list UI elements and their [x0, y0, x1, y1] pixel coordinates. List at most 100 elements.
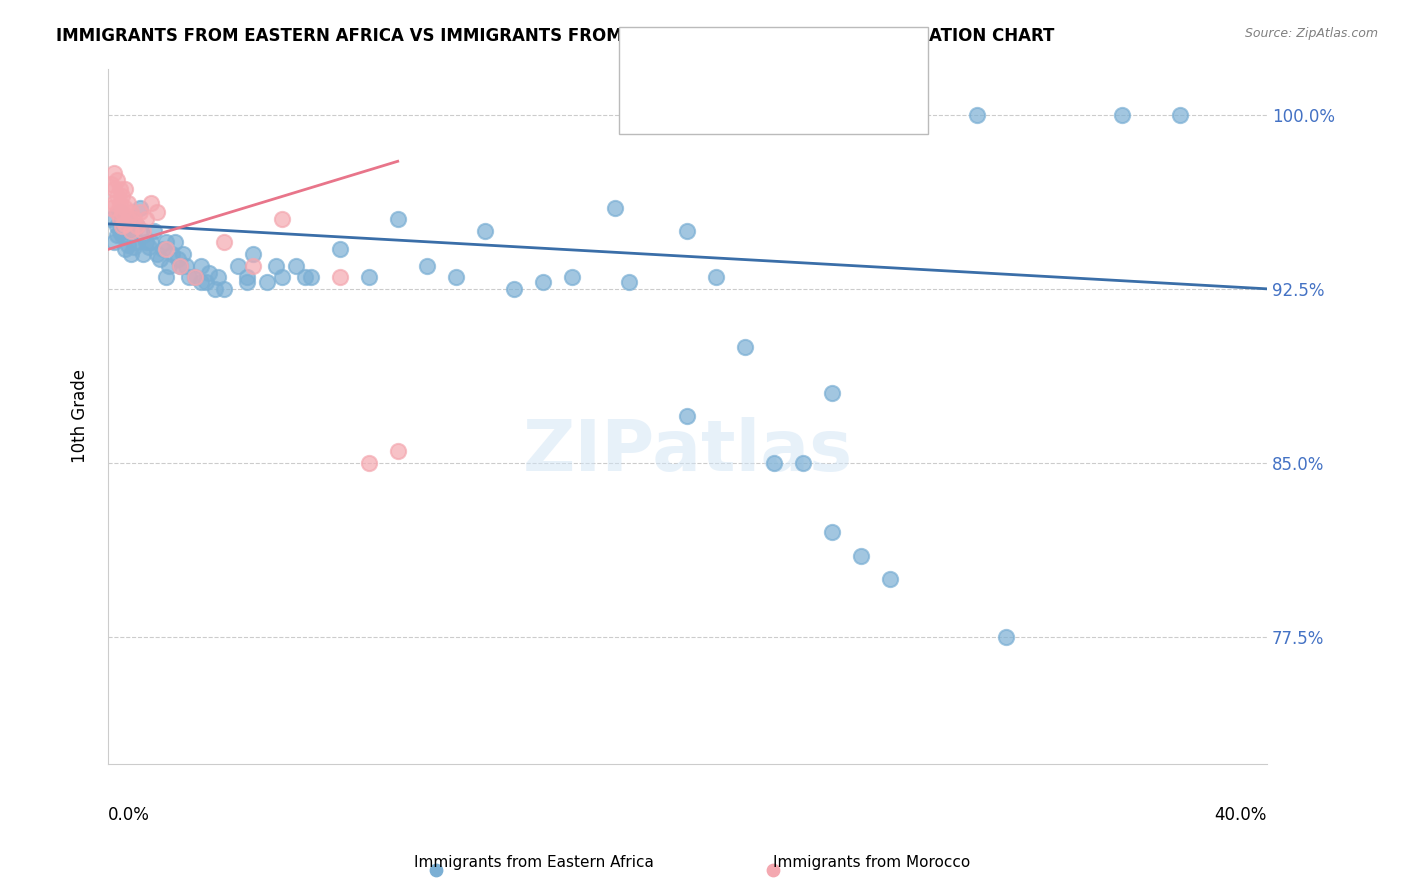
Point: [256, 275, 278, 289]
Point: [676, 409, 699, 424]
Point: [146, 247, 169, 261]
Point: [120, 247, 142, 261]
Point: [502, 282, 524, 296]
Point: [169, 259, 191, 273]
Point: [163, 235, 186, 250]
Point: [103, 196, 125, 211]
Point: [135, 235, 157, 250]
Point: [111, 219, 134, 234]
Point: [128, 201, 150, 215]
Point: [763, 456, 786, 470]
Point: [329, 243, 352, 257]
Point: [149, 252, 172, 266]
Point: [120, 205, 142, 219]
Point: [619, 275, 641, 289]
Point: [108, 205, 131, 219]
Point: [100, 201, 122, 215]
Legend: R = -0.101   N = 81, R = 0.338   N = 37: R = -0.101 N = 81, R = 0.338 N = 37: [650, 70, 865, 130]
Point: [114, 182, 136, 196]
Point: [103, 182, 125, 196]
Text: 40.0%: 40.0%: [1215, 806, 1267, 824]
Point: [207, 270, 229, 285]
Point: [174, 259, 197, 273]
Point: [114, 201, 136, 215]
Point: [169, 259, 191, 273]
Point: [531, 275, 554, 289]
Point: [111, 189, 134, 203]
Y-axis label: 10th Grade: 10th Grade: [72, 369, 89, 464]
Point: [103, 166, 125, 180]
Point: [105, 219, 128, 234]
Point: [155, 270, 177, 285]
Point: [105, 173, 128, 187]
Point: [270, 270, 292, 285]
Point: [111, 228, 134, 243]
Point: [100, 178, 122, 192]
Point: [143, 224, 166, 238]
Point: [105, 205, 128, 219]
Point: [114, 243, 136, 257]
Point: [141, 196, 163, 211]
Point: [179, 270, 201, 285]
Point: [122, 240, 145, 254]
Point: [387, 444, 409, 458]
Point: [792, 456, 814, 470]
Point: [117, 212, 139, 227]
Text: ZIPatlas: ZIPatlas: [523, 417, 852, 485]
Point: [1168, 108, 1191, 122]
Point: [415, 259, 437, 273]
Point: [135, 212, 157, 227]
Point: [706, 270, 728, 285]
Point: [155, 243, 177, 257]
Point: [114, 217, 136, 231]
Point: [212, 235, 235, 250]
Point: [132, 224, 155, 238]
Point: [108, 182, 131, 196]
Point: [117, 212, 139, 227]
Point: [474, 224, 496, 238]
Point: [966, 108, 988, 122]
Point: [329, 270, 352, 285]
Text: Immigrants from Eastern Africa: Immigrants from Eastern Africa: [415, 855, 654, 870]
Text: Source: ZipAtlas.com: Source: ZipAtlas.com: [1244, 27, 1378, 40]
Point: [160, 247, 183, 261]
Point: [228, 259, 250, 273]
Point: [111, 212, 134, 227]
Text: IMMIGRANTS FROM EASTERN AFRICA VS IMMIGRANTS FROM MOROCCO 10TH GRADE CORRELATION: IMMIGRANTS FROM EASTERN AFRICA VS IMMIGR…: [56, 27, 1054, 45]
Point: [190, 275, 212, 289]
Point: [270, 212, 292, 227]
Point: [425, 863, 447, 877]
Point: [103, 235, 125, 250]
Point: [132, 228, 155, 243]
Point: [172, 247, 194, 261]
Point: [242, 259, 264, 273]
Point: [100, 212, 122, 227]
Point: [108, 196, 131, 211]
Point: [114, 224, 136, 238]
Point: [603, 201, 626, 215]
Point: [122, 212, 145, 227]
Point: [125, 219, 148, 234]
Point: [387, 212, 409, 227]
Point: [105, 228, 128, 243]
Point: [105, 189, 128, 203]
Point: [108, 224, 131, 238]
Point: [111, 205, 134, 219]
Point: [294, 270, 316, 285]
Point: [122, 224, 145, 238]
Point: [184, 270, 207, 285]
Point: [128, 205, 150, 219]
Point: [561, 270, 583, 285]
Point: [762, 863, 785, 877]
Point: [117, 196, 139, 211]
Point: [108, 212, 131, 227]
Point: [132, 247, 155, 261]
Point: [166, 252, 188, 266]
Point: [157, 259, 180, 273]
Point: [879, 572, 901, 586]
Point: [117, 237, 139, 252]
Point: [734, 340, 756, 354]
Point: [851, 549, 873, 563]
Point: [125, 219, 148, 234]
Point: [285, 259, 308, 273]
